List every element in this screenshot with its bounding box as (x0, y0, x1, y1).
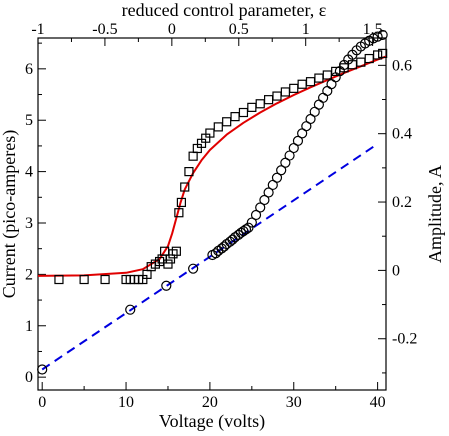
square-marker (163, 259, 173, 269)
square-marker (188, 151, 198, 161)
top-tick-label: -0.5 (92, 21, 117, 38)
square-marker (280, 87, 290, 97)
circle-marker (37, 364, 48, 375)
right-tick-label: 0.6 (392, 57, 412, 74)
square-marker (238, 107, 249, 118)
circle-marker (377, 29, 388, 41)
square-marker (184, 167, 194, 177)
circle-marker (235, 227, 247, 238)
circle-marker (246, 217, 257, 228)
right-tick-label: 0.2 (392, 194, 412, 211)
linear-fit-line (41, 143, 379, 371)
circle-marker (243, 222, 254, 233)
square-marker (230, 112, 240, 122)
circle-marker (219, 241, 230, 252)
circle-marker (276, 165, 287, 176)
square-marker (378, 48, 388, 59)
circle-marker (250, 209, 262, 221)
square-marker (165, 254, 176, 264)
curves-layer (37, 55, 387, 371)
right-axis-title: Amplitude, A (425, 165, 445, 263)
circle-marker (259, 194, 270, 206)
x-tick-label: 40 (370, 394, 386, 411)
y-tick-label: 6 (25, 61, 33, 78)
square-marker (213, 122, 223, 132)
y-tick-label: 4 (25, 164, 33, 181)
x-tick-label: 20 (202, 394, 218, 411)
circle-marker (161, 280, 172, 291)
circle-marker (322, 85, 333, 97)
right-tick-label: -0.2 (392, 331, 417, 348)
y-axis-title: Current (pico-amperes) (0, 130, 20, 298)
square-marker (264, 95, 274, 105)
square-marker (297, 79, 307, 89)
square-marker (322, 70, 332, 80)
fit-curve-line (37, 55, 387, 277)
top-tick-label: -1 (31, 21, 44, 38)
square-marker (180, 182, 190, 192)
circle-marker (210, 248, 221, 259)
circle-marker (318, 92, 329, 103)
x-tick-label: 30 (286, 394, 302, 411)
x-tick-label: 0 (38, 394, 46, 411)
square-marker (289, 83, 299, 93)
right-tick-label: 0.4 (392, 126, 412, 143)
square-marker (222, 117, 232, 127)
x-axis-title: Voltage (volts) (159, 411, 265, 432)
circle-marker (188, 263, 199, 274)
square-marker (373, 50, 383, 60)
ticks-layer: 0 10 20 30 40 0 1 2 3 4 5 6 -1 -0.5 0 0.5 1 1.5 -0.2 0 0.2 0.… (25, 21, 417, 411)
right-tick-label: 0 (392, 262, 400, 279)
top-axis-title: reduced control parameter, ε (122, 0, 327, 20)
square-marker (171, 246, 181, 256)
circle-marker (292, 135, 304, 146)
circle-marker (240, 224, 252, 235)
square-marker (79, 274, 89, 285)
top-tick-label: 1.5 (363, 21, 383, 38)
square-marker (247, 102, 257, 112)
y-tick-label: 0 (25, 369, 33, 386)
plot-frame (37, 37, 387, 391)
square-marker (255, 99, 265, 109)
circle-marker (125, 304, 136, 315)
top-tick-label: 0 (168, 21, 176, 38)
circle-marker (271, 172, 283, 183)
top-tick-label: 0.5 (229, 21, 249, 38)
plot-area-frame (37, 37, 387, 391)
square-marker (272, 91, 282, 101)
markers-layer (37, 29, 388, 375)
x-tick-label: 10 (118, 394, 134, 411)
circle-marker (326, 79, 337, 90)
circle-marker (263, 187, 274, 198)
square-marker (314, 73, 324, 83)
square-marker (174, 208, 184, 218)
square-marker (168, 249, 178, 259)
square-marker (100, 274, 110, 285)
y-tick-label: 2 (25, 266, 33, 283)
circle-marker (313, 99, 325, 110)
circle-marker (238, 225, 249, 237)
top-tick-label: 1 (302, 21, 310, 38)
square-marker (305, 77, 316, 87)
circle-marker (372, 31, 383, 42)
square-marker (176, 197, 186, 208)
y-tick-label: 3 (25, 215, 33, 232)
square-marker (205, 128, 215, 138)
y-tick-label: 1 (25, 318, 33, 335)
y-tick-label: 5 (25, 112, 33, 129)
circle-marker (284, 150, 295, 161)
square-marker (54, 274, 64, 285)
circle-marker (255, 202, 266, 213)
